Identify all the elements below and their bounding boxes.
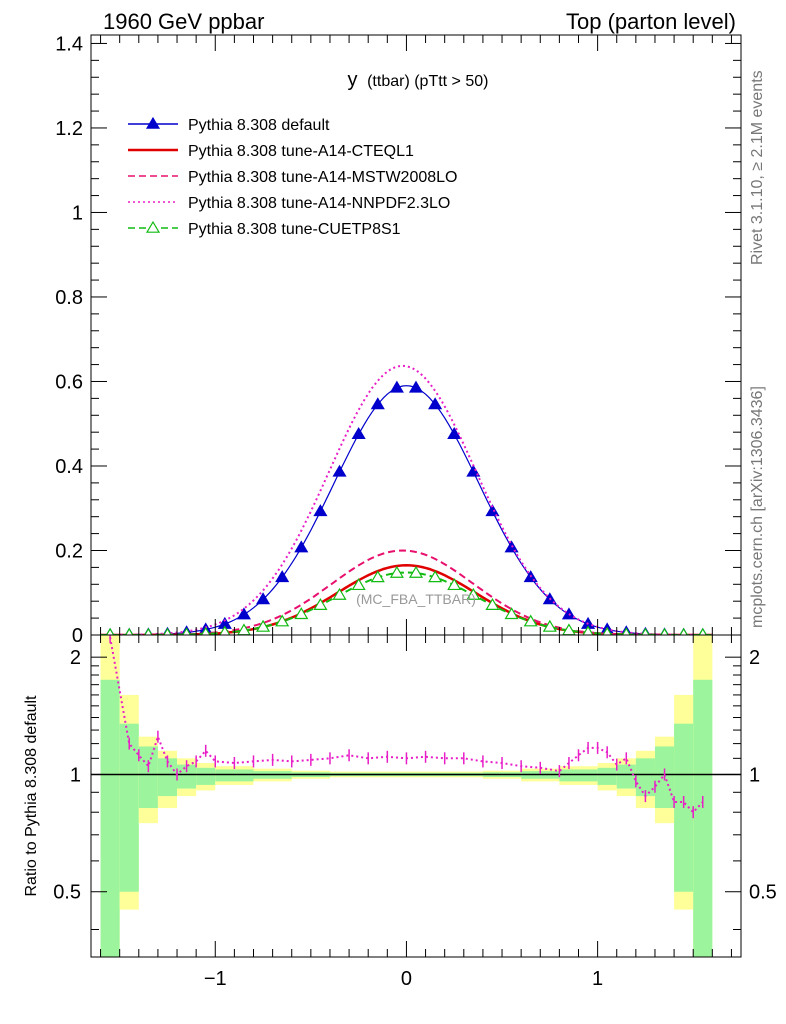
band-inner-18 <box>693 679 713 957</box>
band-inner-6 <box>215 769 254 782</box>
ratio-panel: −1 0 1 0.5 0.5 1 1 2 2 Ratio to Pythia 8.308 def… <box>23 634 777 990</box>
series-marker-4 <box>542 619 557 632</box>
series-marker-4 <box>523 614 538 627</box>
series-marker-0 <box>389 380 404 393</box>
band-inner-3 <box>157 758 178 797</box>
series-marker-0 <box>561 607 576 620</box>
main-ytick-label: 1 <box>72 202 83 224</box>
series-marker-0 <box>236 607 251 620</box>
ratio-ytick-label: 0.5 <box>53 882 81 904</box>
legend-label-1: Pythia 8.308 tune-A14-CTEQL1 <box>188 143 414 160</box>
ratio-xtick-label: 1 <box>592 968 603 990</box>
band-inner-1 <box>119 723 139 892</box>
main-ytick-label: 0.4 <box>55 456 83 478</box>
ratio-xtick-label: −1 <box>204 968 227 990</box>
mcplots-label: mcplots.cern.ch [arXiv:1306.3436] <box>749 386 766 628</box>
series-marker-4 <box>370 570 385 583</box>
band-inner-14 <box>616 764 636 789</box>
series-marker-0 <box>275 570 290 583</box>
ratio-ytick-label-right: 1 <box>749 764 760 786</box>
title-sub: (ttbar) (pTtt > 50) <box>367 73 488 90</box>
ratio-series-line <box>109 637 704 814</box>
legend-marker-0 <box>145 116 161 129</box>
series-marker-0 <box>447 427 462 440</box>
ratio-ytick-label-right: 2 <box>749 647 760 669</box>
series-marker-4 <box>408 565 424 578</box>
ratio-ylabel: Ratio to Pythia 8.308 default <box>23 695 40 897</box>
series-marker-4 <box>332 587 347 600</box>
chart-title: y (ttbar) (pTtt > 50) <box>348 69 489 91</box>
main-panel: 0 0.2 0.4 0.6 0.8 1 1.2 1.4 y (ttbar) (pTtt > 5… <box>55 33 742 647</box>
rivet-label: Rivet 3.1.10, ≥ 2.1M events <box>749 70 766 265</box>
band-inner-5 <box>196 767 216 785</box>
title-main: y <box>348 69 358 91</box>
main-ytick-label: 0.6 <box>55 371 83 393</box>
legend-label-0: Pythia 8.308 default <box>188 117 330 134</box>
ratio-ytick-label: 1 <box>70 764 81 786</box>
series-marker-0 <box>313 504 328 517</box>
series-marker-4 <box>389 565 404 578</box>
main-ytick-label: 1.4 <box>55 33 83 55</box>
series-marker-0 <box>408 380 424 393</box>
series-marker-4 <box>504 607 519 620</box>
main-ytick-label: 0 <box>72 625 83 647</box>
band-inner-4 <box>177 764 197 789</box>
legend-label-3: Pythia 8.308 tune-A14-NNPDF2.3LO <box>188 195 450 212</box>
series-marker-4 <box>351 578 366 591</box>
main-ytick-label: 0.8 <box>55 287 83 309</box>
series-marker-4 <box>447 578 462 591</box>
series-marker-0 <box>370 397 385 410</box>
energy-label: 1960 GeV ppbar <box>103 9 264 34</box>
band-inner-15 <box>635 758 655 797</box>
series-marker-4 <box>485 597 500 610</box>
series-marker-4 <box>256 619 271 632</box>
series-marker-0 <box>332 464 347 477</box>
band-inner-2 <box>138 746 158 809</box>
main-ytick-label: 1.2 <box>55 118 83 140</box>
ratio-ytick-label: 2 <box>70 647 81 669</box>
legend-label-2: Pythia 8.308 tune-A14-MSTW2008LO <box>188 169 457 186</box>
series-marker-0 <box>485 504 500 517</box>
series-marker-4 <box>313 597 328 610</box>
ratio-xtick-label: 0 <box>401 968 412 990</box>
series-marker-0 <box>428 397 443 410</box>
series-marker-0 <box>351 427 366 440</box>
ratio-ytick-label-right: 0.5 <box>749 882 777 904</box>
legend-marker-4 <box>145 220 161 233</box>
legend-label-4: Pythia 8.308 tune-CUETP8S1 <box>188 221 401 238</box>
series-marker-4 <box>275 614 290 627</box>
series-marker-4 <box>294 607 309 620</box>
series-marker-0 <box>466 464 481 477</box>
process-label: Top (parton level) <box>566 9 736 34</box>
series-marker-4 <box>428 570 443 583</box>
series-marker-4 <box>466 587 481 600</box>
band-inner-12 <box>559 769 598 782</box>
main-plot-area <box>91 35 741 635</box>
legend: Pythia 8.308 default Pythia 8.308 tune-A1… <box>128 116 457 238</box>
series-marker-0 <box>256 592 271 605</box>
series-marker-0 <box>294 540 309 553</box>
band-inner-0 <box>100 679 120 957</box>
watermark: (MC_FBA_TTBAR) <box>356 591 476 607</box>
band-inner-13 <box>597 767 617 785</box>
main-ytick-label: 0.2 <box>55 540 83 562</box>
ratio-frame <box>90 634 742 958</box>
